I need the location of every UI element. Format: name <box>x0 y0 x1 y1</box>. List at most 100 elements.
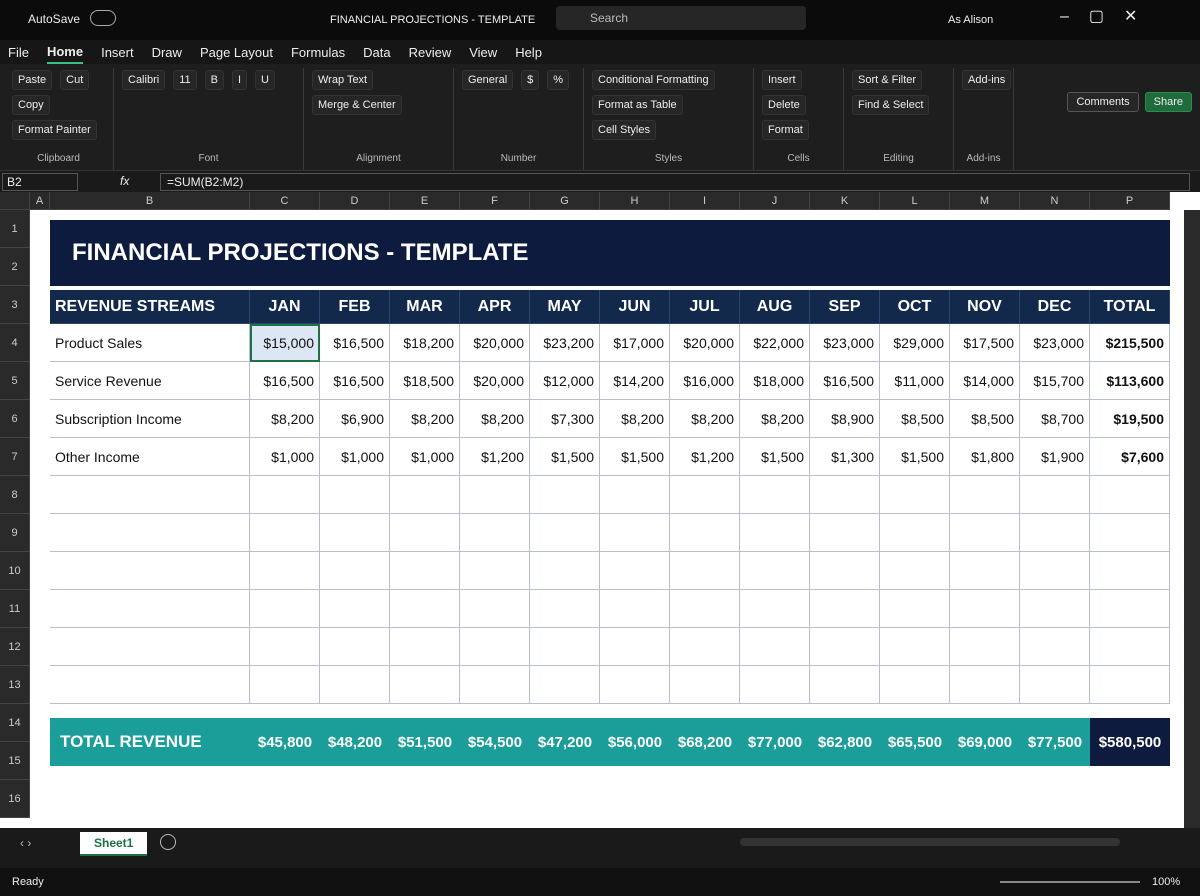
row-header[interactable]: 16 <box>0 780 30 818</box>
empty-cell[interactable] <box>50 514 250 552</box>
empty-cell[interactable] <box>880 514 950 552</box>
empty-cell[interactable] <box>740 666 810 704</box>
empty-cell[interactable] <box>810 514 880 552</box>
empty-cell[interactable] <box>530 590 600 628</box>
empty-cell[interactable] <box>600 666 670 704</box>
ribbon-button[interactable]: Format Painter <box>12 120 97 140</box>
value-cell[interactable]: $1,500 <box>740 438 810 476</box>
share-button[interactable]: Share <box>1144 92 1192 112</box>
ribbon-button[interactable]: Conditional Formatting <box>592 70 715 90</box>
ribbon-button[interactable]: Cut <box>60 70 90 90</box>
row-header[interactable]: 12 <box>0 628 30 666</box>
empty-cell[interactable] <box>810 590 880 628</box>
column-header[interactable]: B <box>50 192 250 210</box>
empty-cell[interactable] <box>880 628 950 666</box>
empty-cell[interactable] <box>670 628 740 666</box>
formula-input[interactable]: =SUM(B2:M2) <box>160 173 1190 191</box>
column-header[interactable]: I <box>670 192 740 210</box>
empty-cell[interactable] <box>390 666 460 704</box>
row-label[interactable]: Other Income <box>50 438 250 476</box>
empty-cell[interactable] <box>1020 476 1090 514</box>
empty-cell[interactable] <box>320 666 390 704</box>
empty-cell[interactable] <box>530 666 600 704</box>
value-cell[interactable]: $215,500 <box>1090 324 1170 362</box>
empty-cell[interactable] <box>320 514 390 552</box>
ribbon-button[interactable]: U <box>255 70 275 90</box>
value-cell[interactable]: $14,000 <box>950 362 1020 400</box>
empty-cell[interactable] <box>880 476 950 514</box>
row-header[interactable]: 5 <box>0 362 30 400</box>
value-cell[interactable]: $1,000 <box>390 438 460 476</box>
autosave-label[interactable]: AutoSave <box>28 12 81 26</box>
ribbon-button[interactable]: Cell Styles <box>592 120 656 140</box>
empty-cell[interactable] <box>600 476 670 514</box>
empty-cell[interactable] <box>250 552 320 590</box>
empty-cell[interactable] <box>50 552 250 590</box>
ribbon-button[interactable]: B <box>204 70 224 90</box>
empty-cell[interactable] <box>460 552 530 590</box>
ribbon-tab[interactable]: Home <box>46 41 84 64</box>
value-cell[interactable]: $20,000 <box>460 324 530 362</box>
value-cell[interactable]: $29,000 <box>880 324 950 362</box>
row-header[interactable]: 2 <box>0 248 30 286</box>
empty-cell[interactable] <box>250 590 320 628</box>
empty-cell[interactable] <box>950 552 1020 590</box>
value-cell[interactable]: $20,000 <box>460 362 530 400</box>
value-cell[interactable]: $15,700 <box>1020 362 1090 400</box>
sheet-nav[interactable]: ‹ › <box>20 836 32 850</box>
value-cell[interactable]: $20,000 <box>670 324 740 362</box>
ribbon-button[interactable]: Merge & Center <box>312 95 402 115</box>
value-cell[interactable]: $1,300 <box>810 438 880 476</box>
ribbon-button[interactable]: $ <box>521 70 540 90</box>
empty-cell[interactable] <box>600 552 670 590</box>
value-cell[interactable]: $1,000 <box>250 438 320 476</box>
empty-cell[interactable] <box>670 476 740 514</box>
empty-cell[interactable] <box>1090 666 1170 704</box>
value-cell[interactable]: $16,500 <box>320 324 390 362</box>
ribbon-tab[interactable]: File <box>8 44 29 60</box>
ribbon-button[interactable]: Find & Select <box>852 95 930 115</box>
empty-cell[interactable] <box>50 628 250 666</box>
empty-cell[interactable] <box>880 590 950 628</box>
ribbon-tab[interactable]: Help <box>515 44 542 60</box>
empty-cell[interactable] <box>530 476 600 514</box>
value-cell[interactable]: $8,500 <box>880 400 950 438</box>
value-cell[interactable]: $8,200 <box>250 400 320 438</box>
ribbon-tab[interactable]: Draw <box>151 44 182 60</box>
value-cell[interactable]: $6,900 <box>320 400 390 438</box>
column-header[interactable]: J <box>740 192 810 210</box>
value-cell[interactable]: $18,500 <box>390 362 460 400</box>
value-cell[interactable]: $1,500 <box>530 438 600 476</box>
empty-cell[interactable] <box>880 666 950 704</box>
row-header[interactable]: 9 <box>0 514 30 552</box>
value-cell[interactable]: $23,000 <box>810 324 880 362</box>
value-cell[interactable]: $16,000 <box>670 362 740 400</box>
ribbon-tab[interactable]: Page Layout <box>199 44 273 60</box>
empty-cell[interactable] <box>740 552 810 590</box>
column-header[interactable]: A <box>30 192 50 210</box>
value-cell[interactable]: $8,200 <box>600 400 670 438</box>
row-label[interactable]: Service Revenue <box>50 362 250 400</box>
empty-cell[interactable] <box>740 628 810 666</box>
empty-cell[interactable] <box>1090 552 1170 590</box>
ribbon-button[interactable]: Wrap Text <box>312 70 374 90</box>
value-cell[interactable]: $8,200 <box>740 400 810 438</box>
name-box[interactable]: B2 <box>2 173 78 191</box>
zoom-slider[interactable] <box>1000 881 1140 883</box>
empty-cell[interactable] <box>250 628 320 666</box>
value-cell[interactable]: $8,700 <box>1020 400 1090 438</box>
value-cell[interactable]: $113,600 <box>1090 362 1170 400</box>
zoom-level[interactable]: 100% <box>1152 876 1181 888</box>
empty-cell[interactable] <box>950 666 1020 704</box>
value-cell[interactable]: $17,000 <box>600 324 670 362</box>
row-label[interactable]: Product Sales <box>50 324 250 362</box>
ribbon-button[interactable]: Delete <box>762 95 806 115</box>
ribbon-button[interactable]: Format as Table <box>592 95 683 115</box>
column-header[interactable]: M <box>950 192 1020 210</box>
empty-cell[interactable] <box>740 514 810 552</box>
column-header[interactable]: H <box>600 192 670 210</box>
row-header[interactable]: 14 <box>0 704 30 742</box>
empty-cell[interactable] <box>880 552 950 590</box>
column-header[interactable]: F <box>460 192 530 210</box>
empty-cell[interactable] <box>390 590 460 628</box>
